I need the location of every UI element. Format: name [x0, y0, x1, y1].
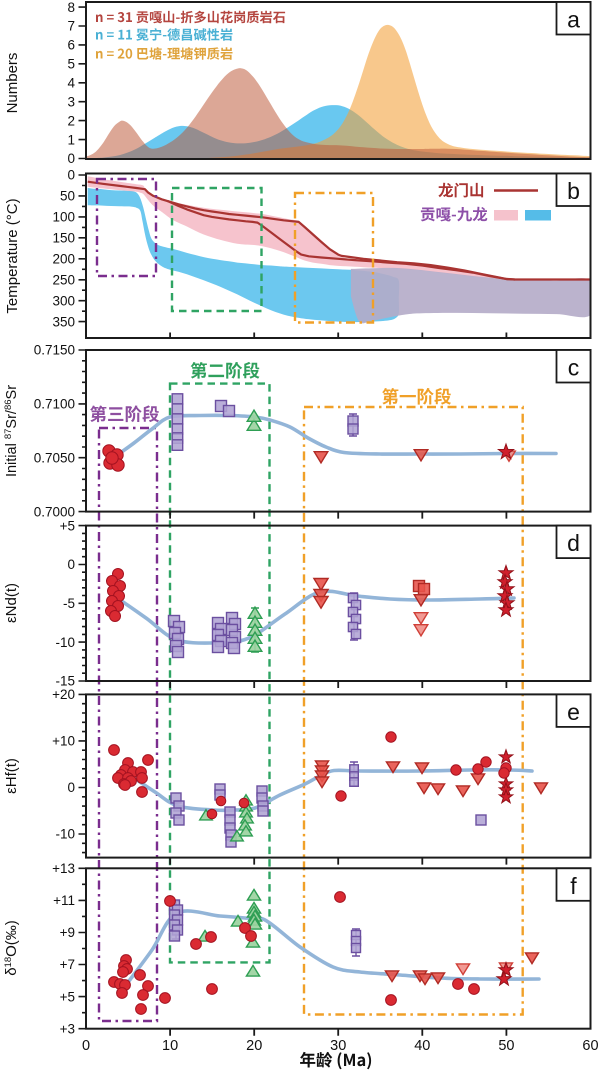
- svg-text:+3: +3: [60, 1021, 75, 1036]
- svg-text:f: f: [570, 873, 577, 899]
- svg-text:6: 6: [67, 38, 75, 53]
- svg-text:0.7100: 0.7100: [34, 397, 75, 412]
- svg-text:2: 2: [67, 113, 75, 128]
- svg-text:300: 300: [52, 293, 75, 308]
- svg-text:+9: +9: [60, 925, 75, 940]
- svg-text:+5: +5: [60, 989, 75, 1004]
- svg-text:100: 100: [52, 210, 75, 225]
- svg-text:+13: +13: [52, 861, 75, 876]
- svg-text:40: 40: [414, 1038, 430, 1054]
- svg-text:+11: +11: [53, 893, 75, 908]
- svg-text:1: 1: [67, 132, 75, 147]
- svg-text:-15: -15: [55, 674, 75, 689]
- svg-text:+5: +5: [60, 518, 75, 533]
- svg-text:0: 0: [67, 168, 75, 183]
- svg-text:d: d: [567, 530, 580, 556]
- svg-text:20: 20: [246, 1038, 262, 1054]
- svg-text:250: 250: [52, 272, 75, 287]
- svg-text:εNd(t): εNd(t): [3, 583, 20, 623]
- svg-text:5: 5: [67, 57, 75, 72]
- svg-text:60: 60: [582, 1038, 598, 1054]
- svg-text:8: 8: [67, 0, 75, 15]
- svg-text:350: 350: [52, 314, 75, 329]
- svg-text:50: 50: [498, 1038, 514, 1054]
- svg-text:0.7050: 0.7050: [34, 450, 75, 465]
- svg-text:30: 30: [330, 1038, 346, 1054]
- svg-text:+7: +7: [60, 957, 75, 972]
- svg-text:Numbers: Numbers: [4, 53, 21, 114]
- svg-text:7: 7: [67, 19, 75, 34]
- svg-text:0.7000: 0.7000: [34, 504, 75, 519]
- svg-text:-10: -10: [55, 827, 75, 842]
- svg-text:e: e: [567, 699, 580, 725]
- svg-text:0: 0: [82, 1038, 90, 1054]
- svg-text:b: b: [567, 178, 580, 204]
- svg-text:a: a: [567, 7, 580, 33]
- svg-text:0: 0: [67, 151, 75, 166]
- svg-text:200: 200: [52, 252, 75, 267]
- svg-text:Temperature (°C): Temperature (°C): [4, 198, 21, 313]
- svg-text:-5: -5: [63, 596, 75, 611]
- svg-text:0.7150: 0.7150: [34, 343, 75, 358]
- svg-text:0: 0: [67, 780, 75, 795]
- svg-text:-10: -10: [55, 635, 75, 650]
- svg-text:150: 150: [52, 231, 75, 246]
- svg-text:c: c: [568, 355, 580, 381]
- svg-text:+20: +20: [52, 687, 75, 702]
- svg-text:10: 10: [162, 1038, 178, 1054]
- svg-text:0: 0: [67, 557, 75, 572]
- svg-text:3: 3: [67, 94, 75, 109]
- svg-text:δ18O(‰): δ18O(‰): [3, 920, 20, 976]
- svg-text:4: 4: [67, 76, 75, 91]
- svg-text:+10: +10: [52, 734, 75, 749]
- svg-text:50: 50: [60, 189, 75, 204]
- svg-text:εHf(t): εHf(t): [3, 758, 20, 794]
